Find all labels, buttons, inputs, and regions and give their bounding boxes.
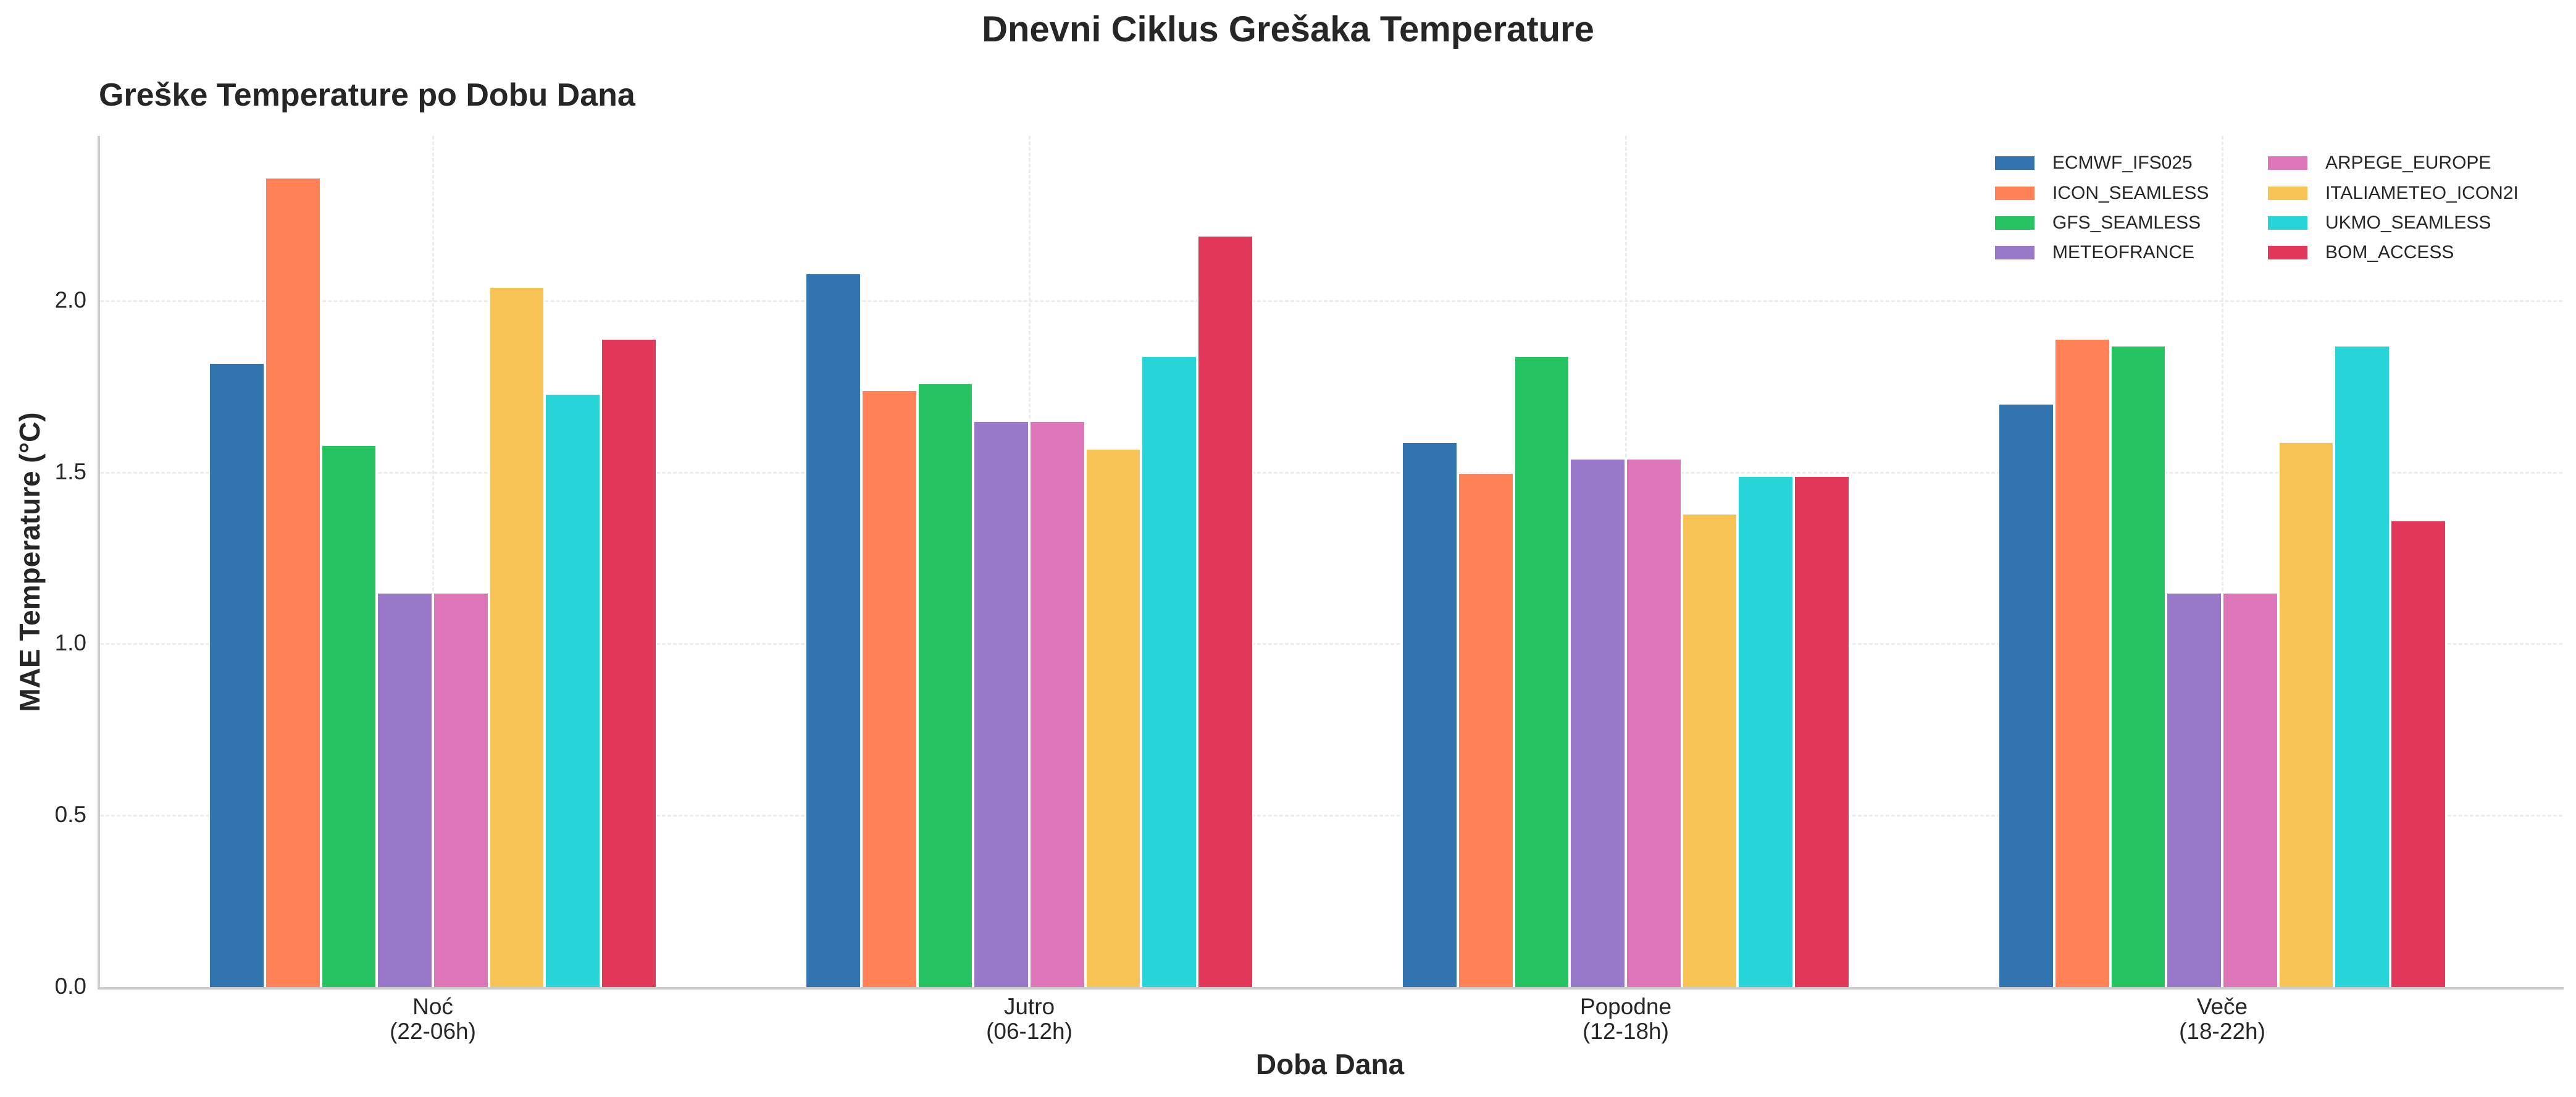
x-tick-line: (22-06h): [390, 1019, 476, 1044]
legend-label: ICON_SEAMLESS: [2052, 183, 2209, 203]
figure-suptitle: Dnevni Ciklus Grešaka Temperature: [982, 9, 1594, 49]
x-axis-label: Doba Dana: [1255, 1048, 1405, 1080]
bar-meteofrance: [973, 421, 1029, 987]
bar-ukmo-seamless: [1738, 476, 1794, 987]
horizontal-gridline: [100, 471, 2562, 474]
bar-bom-access: [2390, 520, 2446, 987]
bar-ukmo-seamless: [2334, 345, 2391, 987]
bar-icon-seamless: [264, 177, 321, 987]
y-axis-label: MAE Temperature (°C): [14, 412, 46, 712]
legend-swatch-icon: [2267, 156, 2308, 170]
legend-label: GFS_SEAMLESS: [2052, 212, 2201, 233]
bar-icon-seamless: [2054, 338, 2110, 987]
legend-item-ecmwf-ifs025[interactable]: ECMWF_IFS025: [1994, 151, 2193, 175]
x-tick-line: Popodne: [1579, 994, 1672, 1019]
y-axis-line: [98, 136, 100, 990]
chart-title: Greške Temperature po Dobu Dana: [99, 77, 635, 113]
bar-ecmwf-ifs025: [209, 362, 265, 987]
bar-arpege-europe: [1029, 421, 1085, 987]
legend-swatch-icon: [2267, 216, 2308, 230]
horizontal-gridline: [100, 643, 2562, 645]
bar-ecmwf-ifs025: [1998, 403, 2054, 987]
y-tick-label: 0.5: [54, 802, 86, 828]
bar-italiameteo-icon2i: [1085, 448, 1142, 987]
legend-swatch-icon: [2267, 186, 2308, 201]
legend-swatch-icon: [1994, 245, 2035, 260]
bar-icon-seamless: [1457, 472, 1514, 987]
bar-gfs-seamless: [1513, 355, 1570, 987]
legend: ECMWF_IFS025 ICON_SEAMLESS GFS_SEAMLESS MET…: [1982, 147, 2556, 271]
plot-area: [98, 136, 2564, 990]
bar-arpege-europe: [1626, 458, 1682, 987]
y-tick-label: 1.5: [54, 458, 86, 484]
legend-item-italiameteo-icon2i[interactable]: ITALIAMETEO_ICON2I: [2267, 181, 2519, 206]
legend-label: METEOFRANCE: [2052, 242, 2195, 263]
legend-label: UKMO_SEAMLESS: [2325, 212, 2491, 233]
y-tick-label: 0.0: [54, 973, 86, 999]
y-tick-label: 2.0: [54, 287, 86, 313]
legend-swatch-icon: [1994, 216, 2035, 230]
x-tick-label: Noć (22-06h): [309, 994, 556, 1044]
legend-item-icon-seamless[interactable]: ICON_SEAMLESS: [1994, 181, 2209, 206]
bar-ecmwf-ifs025: [805, 273, 861, 987]
bar-ecmwf-ifs025: [1402, 441, 1458, 987]
legend-label: ITALIAMETEO_ICON2I: [2325, 183, 2519, 203]
legend-item-ukmo-seamless[interactable]: UKMO_SEAMLESS: [2267, 211, 2491, 235]
bar-bom-access: [1197, 235, 1253, 987]
legend-label: ECMWF_IFS025: [2052, 153, 2193, 173]
bar-ukmo-seamless: [1141, 355, 1198, 987]
x-tick-label: Jutro (06-12h): [906, 994, 1153, 1044]
x-tick-line: (06-12h): [986, 1019, 1073, 1044]
bar-meteofrance: [2166, 592, 2222, 987]
x-tick-line: Noć: [412, 994, 453, 1019]
bar-arpege-europe: [433, 592, 489, 987]
legend-swatch-icon: [2267, 245, 2308, 260]
x-tick-line: (18-22h): [2179, 1019, 2265, 1044]
horizontal-gridline: [100, 300, 2562, 302]
x-tick-label: Veče (18-22h): [2099, 994, 2346, 1044]
bar-ukmo-seamless: [545, 393, 601, 987]
horizontal-gridline: [100, 815, 2562, 817]
legend-item-gfs-seamless[interactable]: GFS_SEAMLESS: [1994, 211, 2201, 235]
bar-icon-seamless: [861, 390, 918, 987]
x-tick-line: (12-18h): [1583, 1019, 1669, 1044]
x-tick-line: Veče: [2196, 994, 2248, 1019]
legend-item-meteofrance[interactable]: METEOFRANCE: [1994, 240, 2194, 265]
bar-italiameteo-icon2i: [1681, 513, 1738, 987]
bar-meteofrance: [377, 592, 433, 987]
bar-gfs-seamless: [917, 383, 974, 987]
bar-gfs-seamless: [320, 445, 377, 987]
bar-bom-access: [1794, 476, 1850, 987]
legend-swatch-icon: [1994, 186, 2035, 201]
legend-label: BOM_ACCESS: [2325, 242, 2454, 263]
bar-italiameteo-icon2i: [488, 287, 545, 987]
bar-meteofrance: [1570, 458, 1626, 987]
x-axis-line: [98, 987, 2564, 990]
bar-italiameteo-icon2i: [2278, 441, 2335, 987]
legend-item-arpege-europe[interactable]: ARPEGE_EUROPE: [2267, 151, 2491, 175]
bar-gfs-seamless: [2110, 345, 2167, 987]
legend-swatch-icon: [1994, 156, 2035, 170]
vertical-gridline: [432, 136, 434, 987]
bar-arpege-europe: [2222, 592, 2278, 987]
y-tick-label: 1.0: [54, 630, 86, 656]
x-tick-label: Popodne (12-18h): [1502, 994, 1749, 1044]
x-tick-line: Jutro: [1003, 994, 1055, 1019]
vertical-gridline: [2222, 136, 2223, 987]
bar-bom-access: [601, 338, 657, 987]
legend-item-bom-access[interactable]: BOM_ACCESS: [2267, 240, 2454, 265]
legend-label: ARPEGE_EUROPE: [2325, 153, 2491, 173]
